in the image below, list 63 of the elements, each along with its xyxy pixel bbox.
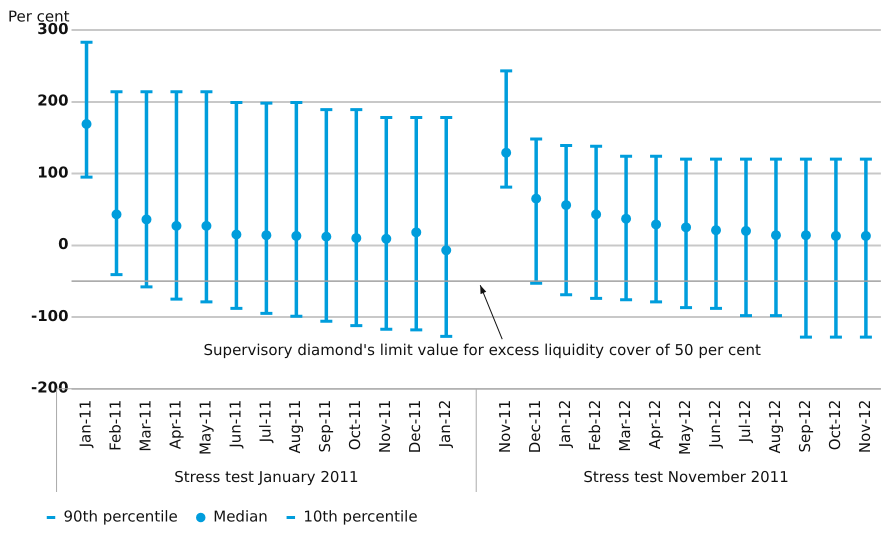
x-tick-label: Nov-12 [856, 400, 874, 454]
x-tick-label: Aug-12 [766, 400, 784, 454]
point [860, 230, 871, 241]
x-tick-label: Mar-12 [616, 400, 634, 452]
x-tick-label: Oct-11 [346, 400, 364, 450]
y-tick-label: 0 [58, 235, 69, 254]
legend-label: Median [213, 507, 268, 526]
point [740, 226, 751, 236]
x-tick-label: Jun-12 [706, 400, 724, 449]
point [261, 230, 272, 240]
x-tick-label: Aug-11 [286, 400, 304, 454]
point [411, 227, 422, 238]
x-tick-label: Oct-12 [826, 400, 844, 450]
x-tick-label: Jan-11 [76, 400, 94, 448]
text: Stress test November 2011 [583, 468, 789, 486]
x-tick-label: Jan-12 [436, 400, 454, 448]
x-tick-label: May-12 [676, 400, 694, 456]
text: Stress test January 2011 [174, 468, 359, 486]
x-tick-label: Feb-12 [586, 400, 604, 451]
x-tick-label: Jun-11 [226, 400, 244, 449]
point [291, 230, 302, 241]
x-tick-label: Nov-11 [376, 400, 394, 454]
x-tick-label: Jul-12 [736, 400, 754, 444]
point [351, 233, 362, 244]
y-tick-label: 100 [37, 163, 69, 182]
ref-line-label: Supervisory diamond's limit value for excess liquidity cover of 50 per cent [204, 341, 762, 360]
y-tick-label: -200 [30, 378, 69, 397]
point [591, 209, 602, 220]
point [231, 229, 242, 240]
x-tick-label: May-11 [196, 400, 214, 456]
point [651, 219, 662, 230]
x-tick-label: Dec-11 [526, 400, 544, 454]
point [561, 200, 572, 210]
x-tick-label: Sep-11 [316, 400, 334, 453]
point [82, 118, 92, 129]
point [531, 194, 542, 204]
x-tick-label: Jan-12 [556, 400, 574, 448]
x-tick-label: Nov-11 [496, 400, 514, 454]
text: 10th percentile [303, 507, 418, 526]
point [830, 230, 841, 241]
point [711, 225, 722, 236]
point [681, 222, 692, 232]
point [201, 220, 212, 231]
point [441, 245, 452, 256]
point [112, 209, 122, 220]
point [321, 232, 332, 242]
point [381, 234, 392, 244]
x-tick-label: Jul-11 [256, 400, 274, 444]
x-tick-label: Apr-12 [646, 400, 664, 450]
point [171, 220, 182, 231]
x-tick-label: Apr-11 [166, 400, 184, 450]
x-tick-label: Sep-12 [796, 400, 814, 453]
x-tick-label: Mar-11 [136, 400, 154, 452]
point [800, 230, 811, 240]
text: 90th percentile [64, 507, 178, 526]
point [621, 214, 632, 224]
y-tick-label: 200 [37, 92, 69, 110]
point [141, 214, 152, 224]
point [501, 148, 512, 158]
x-tick-label: Dec-11 [406, 400, 424, 454]
point [770, 230, 781, 240]
y-tick-label: -100 [30, 306, 69, 325]
x-tick-label: Feb-11 [106, 400, 124, 451]
